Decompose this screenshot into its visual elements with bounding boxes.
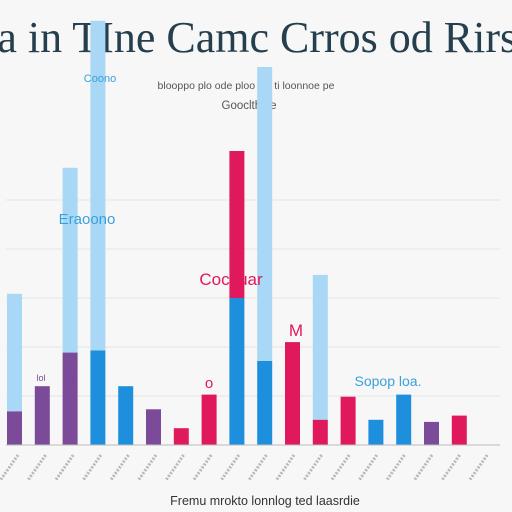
annotation-label: Coono [84, 73, 116, 85]
bar [173, 428, 189, 445]
bar-overlay [62, 167, 78, 353]
bar-overlay [229, 151, 245, 298]
bar-overlay [7, 293, 22, 412]
x-tick-label [468, 454, 489, 481]
chart-title: na in TIne Camc Crros od Rirsa [0, 13, 512, 62]
bar [312, 419, 328, 445]
x-tick-label [220, 454, 241, 481]
bar [285, 342, 300, 445]
annotation-label: lol [36, 373, 45, 383]
x-tick-label [0, 454, 20, 481]
x-tick-label [27, 454, 47, 481]
x-tick-label [358, 454, 379, 481]
bar [424, 421, 439, 445]
bar [146, 409, 161, 445]
annotation-label: M [289, 321, 303, 340]
x-tick-label [82, 454, 103, 481]
bar [368, 419, 384, 445]
x-tick-label [330, 454, 351, 481]
annotation-label: lol [66, 373, 75, 383]
x-tick-label [275, 454, 296, 481]
annotation-label: Sopop loa. [355, 373, 422, 389]
bar [396, 394, 412, 445]
x-tick-label [165, 454, 185, 481]
x-tick-label [303, 454, 323, 481]
bar [201, 394, 217, 445]
chart-subtitle: blooppo plo ode ploo dic ti loonnoe pe [158, 80, 335, 92]
x-tick-labels [0, 454, 489, 481]
bar [451, 415, 467, 445]
annotation-label: Coccuar [199, 270, 263, 289]
gridlines [6, 199, 500, 446]
bar [229, 298, 245, 445]
chart-annotations: Coono Eraoono Coccuar Mo Sopop loa. lol lol [36, 73, 421, 392]
x-tick-label [54, 454, 75, 481]
bar [34, 386, 50, 445]
bar [118, 386, 134, 445]
bar [257, 361, 273, 445]
x-tick-label [247, 454, 268, 481]
x-tick-label [441, 454, 461, 481]
annotation-label: o [205, 375, 213, 392]
bar [340, 396, 356, 445]
bar [7, 411, 22, 445]
x-tick-label [192, 454, 213, 481]
bar [62, 352, 78, 445]
x-tick-label [413, 454, 434, 481]
annotation-label: Eraoono [59, 211, 116, 228]
bar-overlay [257, 67, 273, 361]
bar [90, 350, 106, 445]
bar-overlay [90, 20, 106, 351]
bar-overlay [312, 274, 328, 420]
bar-series [7, 20, 467, 445]
x-axis-label: Fremu mrokto lonnlog ted laasrdie [170, 494, 360, 508]
x-tick-label [385, 454, 406, 481]
x-tick-label [109, 454, 130, 481]
x-tick-label [137, 454, 158, 481]
